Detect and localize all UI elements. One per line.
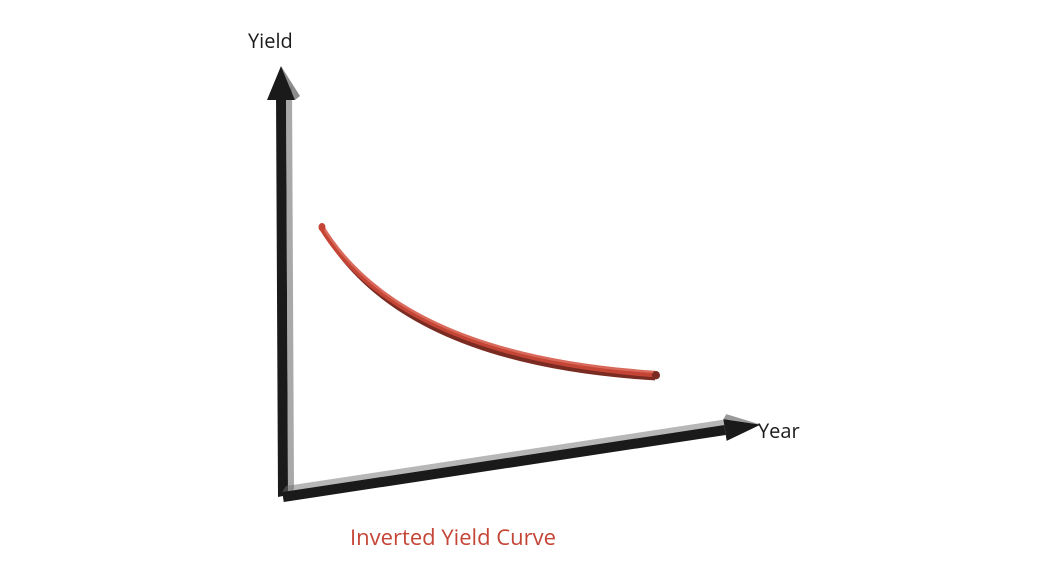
y-axis-label: Yield xyxy=(248,27,293,54)
curve-underside xyxy=(322,225,655,380)
chart-title: Inverted Yield Curve xyxy=(350,522,556,552)
curve-main xyxy=(320,225,657,377)
y-axis-bar xyxy=(276,92,288,497)
curve-startcap xyxy=(319,223,326,231)
x-axis-top xyxy=(282,419,728,492)
x-axis-bar xyxy=(282,425,725,502)
x-axis-arrow xyxy=(723,419,760,441)
yield-curve-chart: Yield Year Inverted Yield Curve xyxy=(0,0,1040,585)
curve-endcap xyxy=(652,371,660,379)
x-axis-label: Year xyxy=(758,417,800,444)
